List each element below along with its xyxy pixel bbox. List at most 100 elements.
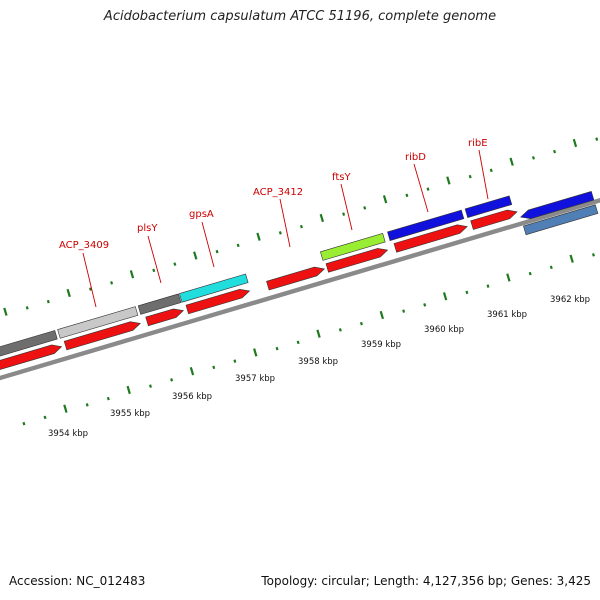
gene-feature <box>320 233 386 261</box>
tick-mark <box>63 404 68 413</box>
tick-mark <box>129 270 135 279</box>
tick-mark <box>509 157 514 166</box>
tick-mark <box>215 249 219 254</box>
cds-feature <box>266 266 326 291</box>
gene-feature <box>520 191 595 220</box>
gene-label: ACP_3409 <box>59 240 109 251</box>
tick-mark <box>149 384 152 388</box>
tick-mark <box>489 168 493 173</box>
tick-mark <box>299 224 303 229</box>
tick-mark <box>591 253 595 257</box>
ticks-scale-track <box>22 253 595 426</box>
scale-label: 3960 kbp <box>424 325 464 335</box>
scale-label: 3954 kbp <box>48 429 88 439</box>
gene-feature <box>137 293 182 315</box>
gene-label: plsY <box>137 223 158 234</box>
tick-mark <box>212 365 216 370</box>
cds-feature <box>145 308 185 327</box>
gene-feature <box>464 195 513 218</box>
gene-feature <box>523 204 599 236</box>
scale-label: 3961 kbp <box>487 310 527 320</box>
scale-label: 3955 kbp <box>110 409 150 419</box>
tick-mark <box>233 359 237 363</box>
tick-mark <box>110 281 114 285</box>
gene-label-group: ACP_3409 plsY gpsA ACP_3412 ftsY ribD ribE <box>59 138 489 308</box>
cds-feature <box>63 321 141 351</box>
tick-mark <box>382 195 388 204</box>
tick-mark <box>189 367 195 376</box>
gene-feature <box>0 330 58 357</box>
tick-mark <box>46 299 50 304</box>
tick-mark <box>363 206 367 210</box>
tick-mark <box>442 292 448 301</box>
tick-mark <box>173 262 177 266</box>
tick-mark <box>549 265 553 270</box>
tick-mark <box>486 284 490 288</box>
tick-mark <box>236 243 240 248</box>
label-leader-line <box>413 163 429 213</box>
tick-mark <box>22 421 26 426</box>
tick-mark <box>468 174 472 179</box>
tick-mark <box>423 303 427 307</box>
accession-text: Accession: NC_012483 <box>9 574 146 588</box>
label-leader-line <box>478 149 489 200</box>
tick-mark <box>256 232 261 241</box>
tick-mark <box>296 340 300 345</box>
gene-label: ftsY <box>332 172 351 183</box>
tick-mark <box>152 268 156 273</box>
tick-mark <box>572 138 578 148</box>
tick-mark <box>402 309 406 313</box>
tick-mark <box>569 254 574 263</box>
gene-feature <box>179 273 249 303</box>
label-leader-line <box>201 221 215 268</box>
scale-label: 3958 kbp <box>298 357 338 367</box>
label-leader-line <box>279 198 291 248</box>
genome-backbone <box>0 197 600 381</box>
scale-labels: 3954 kbp 3955 kbp 3956 kbp 3957 kbp 3958 kbp… <box>48 295 590 439</box>
ticks-outer-track <box>3 137 599 316</box>
tick-mark <box>553 149 557 154</box>
tick-mark <box>89 287 92 291</box>
cds-feature <box>185 288 251 315</box>
gene-feature <box>387 209 465 241</box>
topology-text: Topology: circular; Length: 4,127,356 bp… <box>261 574 591 588</box>
tick-mark <box>405 193 409 198</box>
tick-mark <box>3 307 8 316</box>
tick-mark <box>465 290 469 295</box>
cds-feature <box>0 344 63 370</box>
tick-mark <box>342 212 346 216</box>
gene-features <box>0 191 599 370</box>
tick-mark <box>43 415 47 420</box>
tick-mark <box>85 403 89 407</box>
tick-mark <box>359 321 363 326</box>
tick-mark <box>126 385 131 395</box>
backbone-line <box>0 197 600 381</box>
tick-mark <box>275 346 279 351</box>
tick-mark <box>338 328 342 332</box>
tick-mark <box>170 378 174 382</box>
tick-mark <box>253 348 258 357</box>
tick-mark <box>595 137 599 141</box>
gene-label: ribD <box>405 152 426 163</box>
tick-mark <box>66 288 71 298</box>
tick-mark <box>319 213 325 223</box>
scale-label: 3962 kbp <box>550 295 590 305</box>
tick-mark <box>528 271 532 276</box>
gene-label: ribE <box>468 138 488 149</box>
tick-mark <box>531 156 535 160</box>
cds-feature <box>325 248 389 273</box>
tick-mark <box>193 251 198 260</box>
tick-mark <box>379 310 385 320</box>
cds-feature <box>470 209 518 230</box>
tick-mark <box>316 329 321 338</box>
tick-mark <box>426 187 430 191</box>
gene-feature <box>57 306 139 339</box>
tick-mark <box>446 176 451 185</box>
tick-mark <box>506 273 511 282</box>
tick-mark <box>278 231 282 235</box>
cds-feature <box>393 224 468 253</box>
tick-mark <box>106 396 110 401</box>
map-title: Acidobacterium capsulatum ATCC 51196, co… <box>103 9 497 24</box>
tick-mark <box>25 306 29 310</box>
